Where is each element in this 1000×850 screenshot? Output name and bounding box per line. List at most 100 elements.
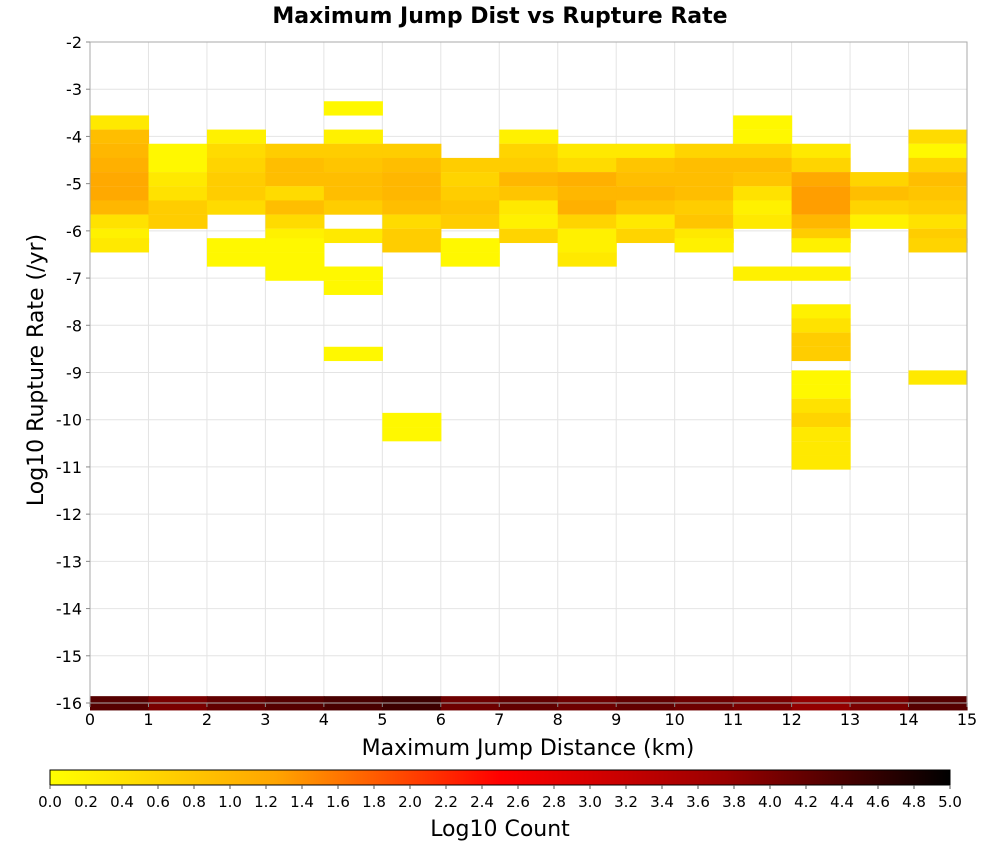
- heatmap-cell: [791, 200, 851, 215]
- heatmap-cell: [148, 143, 208, 159]
- heatmap-cells: [90, 101, 968, 711]
- colorbar-label: Log10 Count: [430, 817, 570, 842]
- heatmap-cell: [499, 214, 559, 229]
- heatmap-cell: [90, 186, 150, 201]
- heatmap-cell: [382, 214, 442, 229]
- heatmap-cell: [148, 186, 208, 201]
- heatmap-cell: [148, 172, 208, 187]
- colorbar-tick-label: 1.0: [218, 793, 242, 811]
- heatmap-cell: [674, 172, 734, 187]
- y-tick-label: -7: [66, 269, 82, 288]
- heatmap-cell: [323, 157, 383, 173]
- y-tick-label: -3: [66, 80, 82, 99]
- x-tick-label: 4: [319, 710, 329, 729]
- y-tick-label: -12: [56, 505, 82, 524]
- colorbar-tick-label: 1.2: [254, 793, 278, 811]
- heatmap-cell: [382, 427, 442, 442]
- heatmap-cell: [557, 143, 617, 159]
- heatmap-cell: [674, 200, 734, 215]
- colorbar-tick-label: 3.0: [578, 793, 602, 811]
- heatmap-cell: [382, 200, 442, 215]
- heatmap-cell: [850, 214, 910, 229]
- heatmap-cell: [265, 172, 325, 187]
- heatmap-cell: [850, 200, 910, 215]
- heatmap-cell: [499, 172, 559, 187]
- heatmap-cell: [323, 280, 383, 295]
- heatmap-cell: [206, 157, 266, 173]
- y-ticks: -2 -3 -4 -5 -6 -7 -8 -9 -10 -11 -12 -13 -14 -15 -16: [56, 33, 90, 713]
- colorbar-tick-label: 1.8: [362, 793, 386, 811]
- heatmap-cell: [850, 172, 910, 187]
- heatmap-cell: [616, 157, 676, 173]
- heatmap-cell: [850, 186, 910, 201]
- heatmap-cell: [733, 172, 793, 187]
- heatmap-cell: [791, 172, 851, 187]
- heatmap-cell: [674, 214, 734, 229]
- heatmap-cell: [499, 186, 559, 201]
- x-tick-label: 8: [553, 710, 563, 729]
- heatmap-cell: [440, 238, 500, 253]
- y-tick-label: -4: [66, 127, 82, 146]
- heatmap-cell: [908, 200, 968, 215]
- heatmap-cell: [265, 200, 325, 215]
- heatmap-cell: [323, 346, 383, 362]
- heatmap-cell: [791, 157, 851, 173]
- heatmap-cell: [791, 143, 851, 159]
- heatmap-cell: [206, 200, 266, 215]
- heatmap-cell: [908, 238, 968, 253]
- x-tick-label: 10: [664, 710, 684, 729]
- heatmap-cell: [265, 214, 325, 229]
- heatmap-cell: [908, 172, 968, 187]
- heatmap-cell: [791, 238, 851, 253]
- colorbar-tick-label: 0.0: [38, 793, 62, 811]
- heatmap-cell: [791, 266, 851, 281]
- heatmap-cell: [323, 200, 383, 215]
- colorbar-tick-label: 3.6: [686, 793, 710, 811]
- heatmap-cell: [382, 157, 442, 173]
- heatmap-cell: [382, 412, 442, 428]
- colorbar-tick-label: 4.6: [866, 793, 890, 811]
- heatmap-cell: [791, 384, 851, 399]
- x-tick-label: 2: [202, 710, 212, 729]
- x-tick-label: 0: [85, 710, 95, 729]
- heatmap-cell: [791, 370, 851, 385]
- heatmap-cell: [440, 214, 500, 229]
- heatmap-cell: [557, 252, 617, 267]
- heatmap-cell: [791, 398, 851, 413]
- heatmap-cell: [90, 238, 150, 253]
- x-tick-label: 15: [957, 710, 977, 729]
- heatmap-cell: [90, 129, 150, 144]
- x-tick-label: 14: [898, 710, 918, 729]
- colorbar-tick-label: 0.4: [110, 793, 134, 811]
- heatmap-cell: [90, 115, 150, 130]
- heatmap-cell: [265, 238, 325, 253]
- colorbar-tick-label: 2.0: [398, 793, 422, 811]
- heatmap-cell: [908, 129, 968, 144]
- colorbar-tick-label: 2.2: [434, 793, 458, 811]
- heatmap-cell: [908, 370, 968, 385]
- heatmap-cell: [90, 143, 150, 159]
- heatmap-cell: [206, 186, 266, 201]
- colorbar-tick-label: 2.6: [506, 793, 530, 811]
- heatmap-cell: [674, 143, 734, 159]
- x-axis-label: Maximum Jump Distance (km): [362, 736, 695, 761]
- heatmap-cell: [557, 186, 617, 201]
- y-tick-label: -6: [66, 222, 82, 241]
- x-ticks: 0 1 2 3 4 5 6 7 8 9 10 11 12 13 14 15: [85, 703, 977, 729]
- heatmap-cell: [674, 157, 734, 173]
- heatmap-cell: [382, 238, 442, 253]
- heatmap-cell: [206, 252, 266, 267]
- heatmap-cell: [616, 172, 676, 187]
- colorbar-tick-label: 0.8: [182, 793, 206, 811]
- colorbar: [49, 769, 951, 786]
- heatmap-cell: [90, 157, 150, 173]
- colorbar-tick-label: 3.8: [722, 793, 746, 811]
- x-tick-label: 5: [377, 710, 387, 729]
- heatmap-cell: [791, 214, 851, 229]
- colorbar-ticks: 0.0 0.2 0.4 0.6 0.8 1.0 1.2 1.4 1.6 1.8 2.0 2.2 2.4 2…: [38, 785, 962, 811]
- colorbar-tick-label: 2.4: [470, 793, 494, 811]
- y-tick-label: -8: [66, 316, 82, 335]
- heatmap-cell: [733, 266, 793, 281]
- heatmap-cell: [323, 101, 383, 116]
- heatmap-cell: [265, 266, 325, 281]
